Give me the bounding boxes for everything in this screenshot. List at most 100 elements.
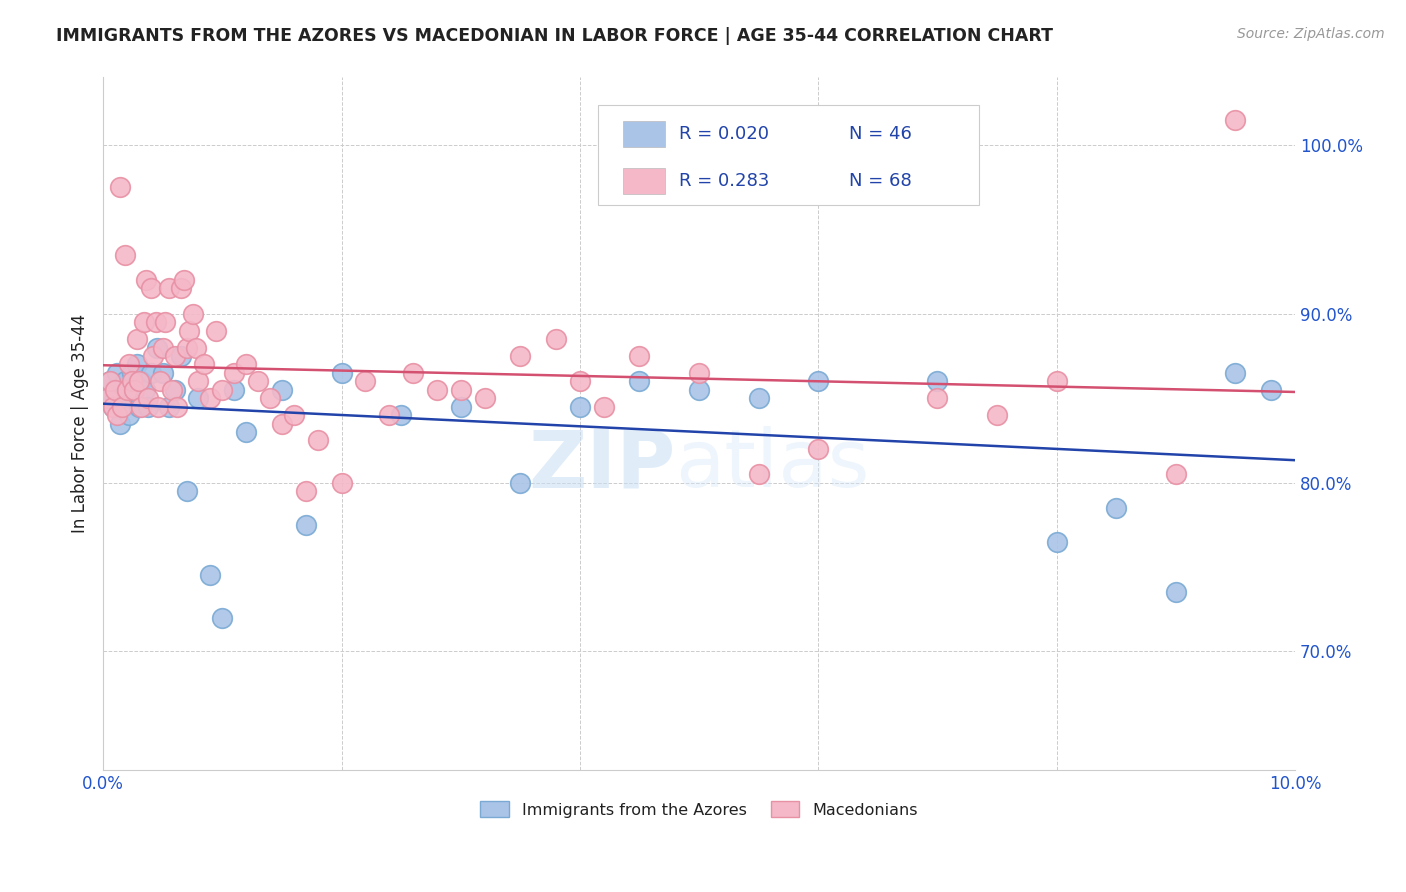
Point bbox=[283, 408, 305, 422]
Point bbox=[224, 366, 246, 380]
Point bbox=[125, 332, 148, 346]
Point bbox=[163, 349, 186, 363]
Point bbox=[129, 375, 152, 389]
Point bbox=[211, 610, 233, 624]
Point bbox=[568, 400, 591, 414]
Point bbox=[145, 341, 167, 355]
Point bbox=[122, 383, 145, 397]
Point bbox=[128, 375, 150, 389]
Point bbox=[1105, 500, 1128, 515]
Point bbox=[235, 358, 257, 372]
Point bbox=[138, 400, 160, 414]
Bar bbox=[623, 121, 665, 147]
Point bbox=[450, 383, 472, 397]
Point bbox=[139, 281, 162, 295]
Point bbox=[187, 375, 209, 389]
Point bbox=[294, 484, 316, 499]
Point bbox=[184, 341, 207, 355]
Point bbox=[135, 273, 157, 287]
Point bbox=[205, 324, 228, 338]
Point bbox=[193, 358, 215, 372]
Point bbox=[402, 366, 425, 380]
Point bbox=[187, 391, 209, 405]
Point bbox=[307, 434, 329, 448]
Point bbox=[122, 383, 145, 397]
Point bbox=[121, 366, 143, 380]
Point bbox=[688, 383, 710, 397]
Point bbox=[115, 383, 138, 397]
Point bbox=[181, 307, 204, 321]
Point bbox=[98, 375, 121, 389]
Point bbox=[378, 408, 401, 422]
Y-axis label: In Labor Force | Age 35-44: In Labor Force | Age 35-44 bbox=[72, 314, 89, 533]
Point bbox=[592, 400, 614, 414]
Point bbox=[166, 400, 188, 414]
Point bbox=[111, 391, 134, 405]
Point bbox=[986, 408, 1008, 422]
Point bbox=[509, 475, 531, 490]
Point bbox=[129, 400, 152, 414]
Point bbox=[101, 400, 124, 414]
Legend: Immigrants from the Azores, Macedonians: Immigrants from the Azores, Macedonians bbox=[474, 795, 924, 824]
Point bbox=[176, 484, 198, 499]
Point bbox=[97, 383, 120, 397]
Point bbox=[111, 400, 134, 414]
Point bbox=[149, 375, 172, 389]
FancyBboxPatch shape bbox=[598, 105, 979, 205]
Text: N = 46: N = 46 bbox=[849, 125, 912, 144]
Text: R = 0.020: R = 0.020 bbox=[679, 125, 769, 144]
Point bbox=[114, 375, 136, 389]
Text: IMMIGRANTS FROM THE AZORES VS MACEDONIAN IN LABOR FORCE | AGE 35-44 CORRELATION : IMMIGRANTS FROM THE AZORES VS MACEDONIAN… bbox=[56, 27, 1053, 45]
Point bbox=[294, 517, 316, 532]
Bar bbox=[623, 168, 665, 194]
Point bbox=[128, 400, 150, 414]
Point bbox=[1260, 383, 1282, 397]
Point bbox=[807, 442, 830, 456]
Point bbox=[97, 391, 120, 405]
Point bbox=[271, 383, 294, 397]
Point bbox=[177, 324, 200, 338]
Point bbox=[259, 391, 281, 405]
Point bbox=[176, 341, 198, 355]
Point bbox=[153, 315, 176, 329]
Point bbox=[115, 383, 138, 397]
Point bbox=[450, 400, 472, 414]
Text: N = 68: N = 68 bbox=[849, 172, 912, 190]
Point bbox=[104, 383, 127, 397]
Point bbox=[628, 375, 651, 389]
Point bbox=[330, 366, 353, 380]
Point bbox=[173, 273, 195, 287]
Point bbox=[544, 332, 567, 346]
Point bbox=[200, 568, 222, 582]
Point bbox=[152, 366, 174, 380]
Point bbox=[125, 358, 148, 372]
Point bbox=[426, 383, 449, 397]
Point bbox=[108, 180, 131, 194]
Point bbox=[927, 391, 949, 405]
Point bbox=[114, 248, 136, 262]
Point bbox=[1164, 467, 1187, 482]
Point bbox=[1164, 585, 1187, 599]
Point bbox=[748, 391, 770, 405]
Point bbox=[354, 375, 377, 389]
Point bbox=[211, 383, 233, 397]
Text: ZIP: ZIP bbox=[529, 426, 675, 504]
Point bbox=[1225, 112, 1247, 127]
Point bbox=[98, 375, 121, 389]
Point bbox=[162, 383, 184, 397]
Point bbox=[107, 366, 129, 380]
Point bbox=[163, 383, 186, 397]
Point bbox=[169, 349, 191, 363]
Point bbox=[807, 375, 830, 389]
Point bbox=[247, 375, 270, 389]
Text: Source: ZipAtlas.com: Source: ZipAtlas.com bbox=[1237, 27, 1385, 41]
Point bbox=[157, 281, 180, 295]
Point bbox=[101, 400, 124, 414]
Point bbox=[104, 391, 127, 405]
Text: R = 0.283: R = 0.283 bbox=[679, 172, 769, 190]
Point bbox=[121, 375, 143, 389]
Point bbox=[107, 408, 129, 422]
Point bbox=[134, 383, 156, 397]
Point bbox=[927, 375, 949, 389]
Point bbox=[628, 349, 651, 363]
